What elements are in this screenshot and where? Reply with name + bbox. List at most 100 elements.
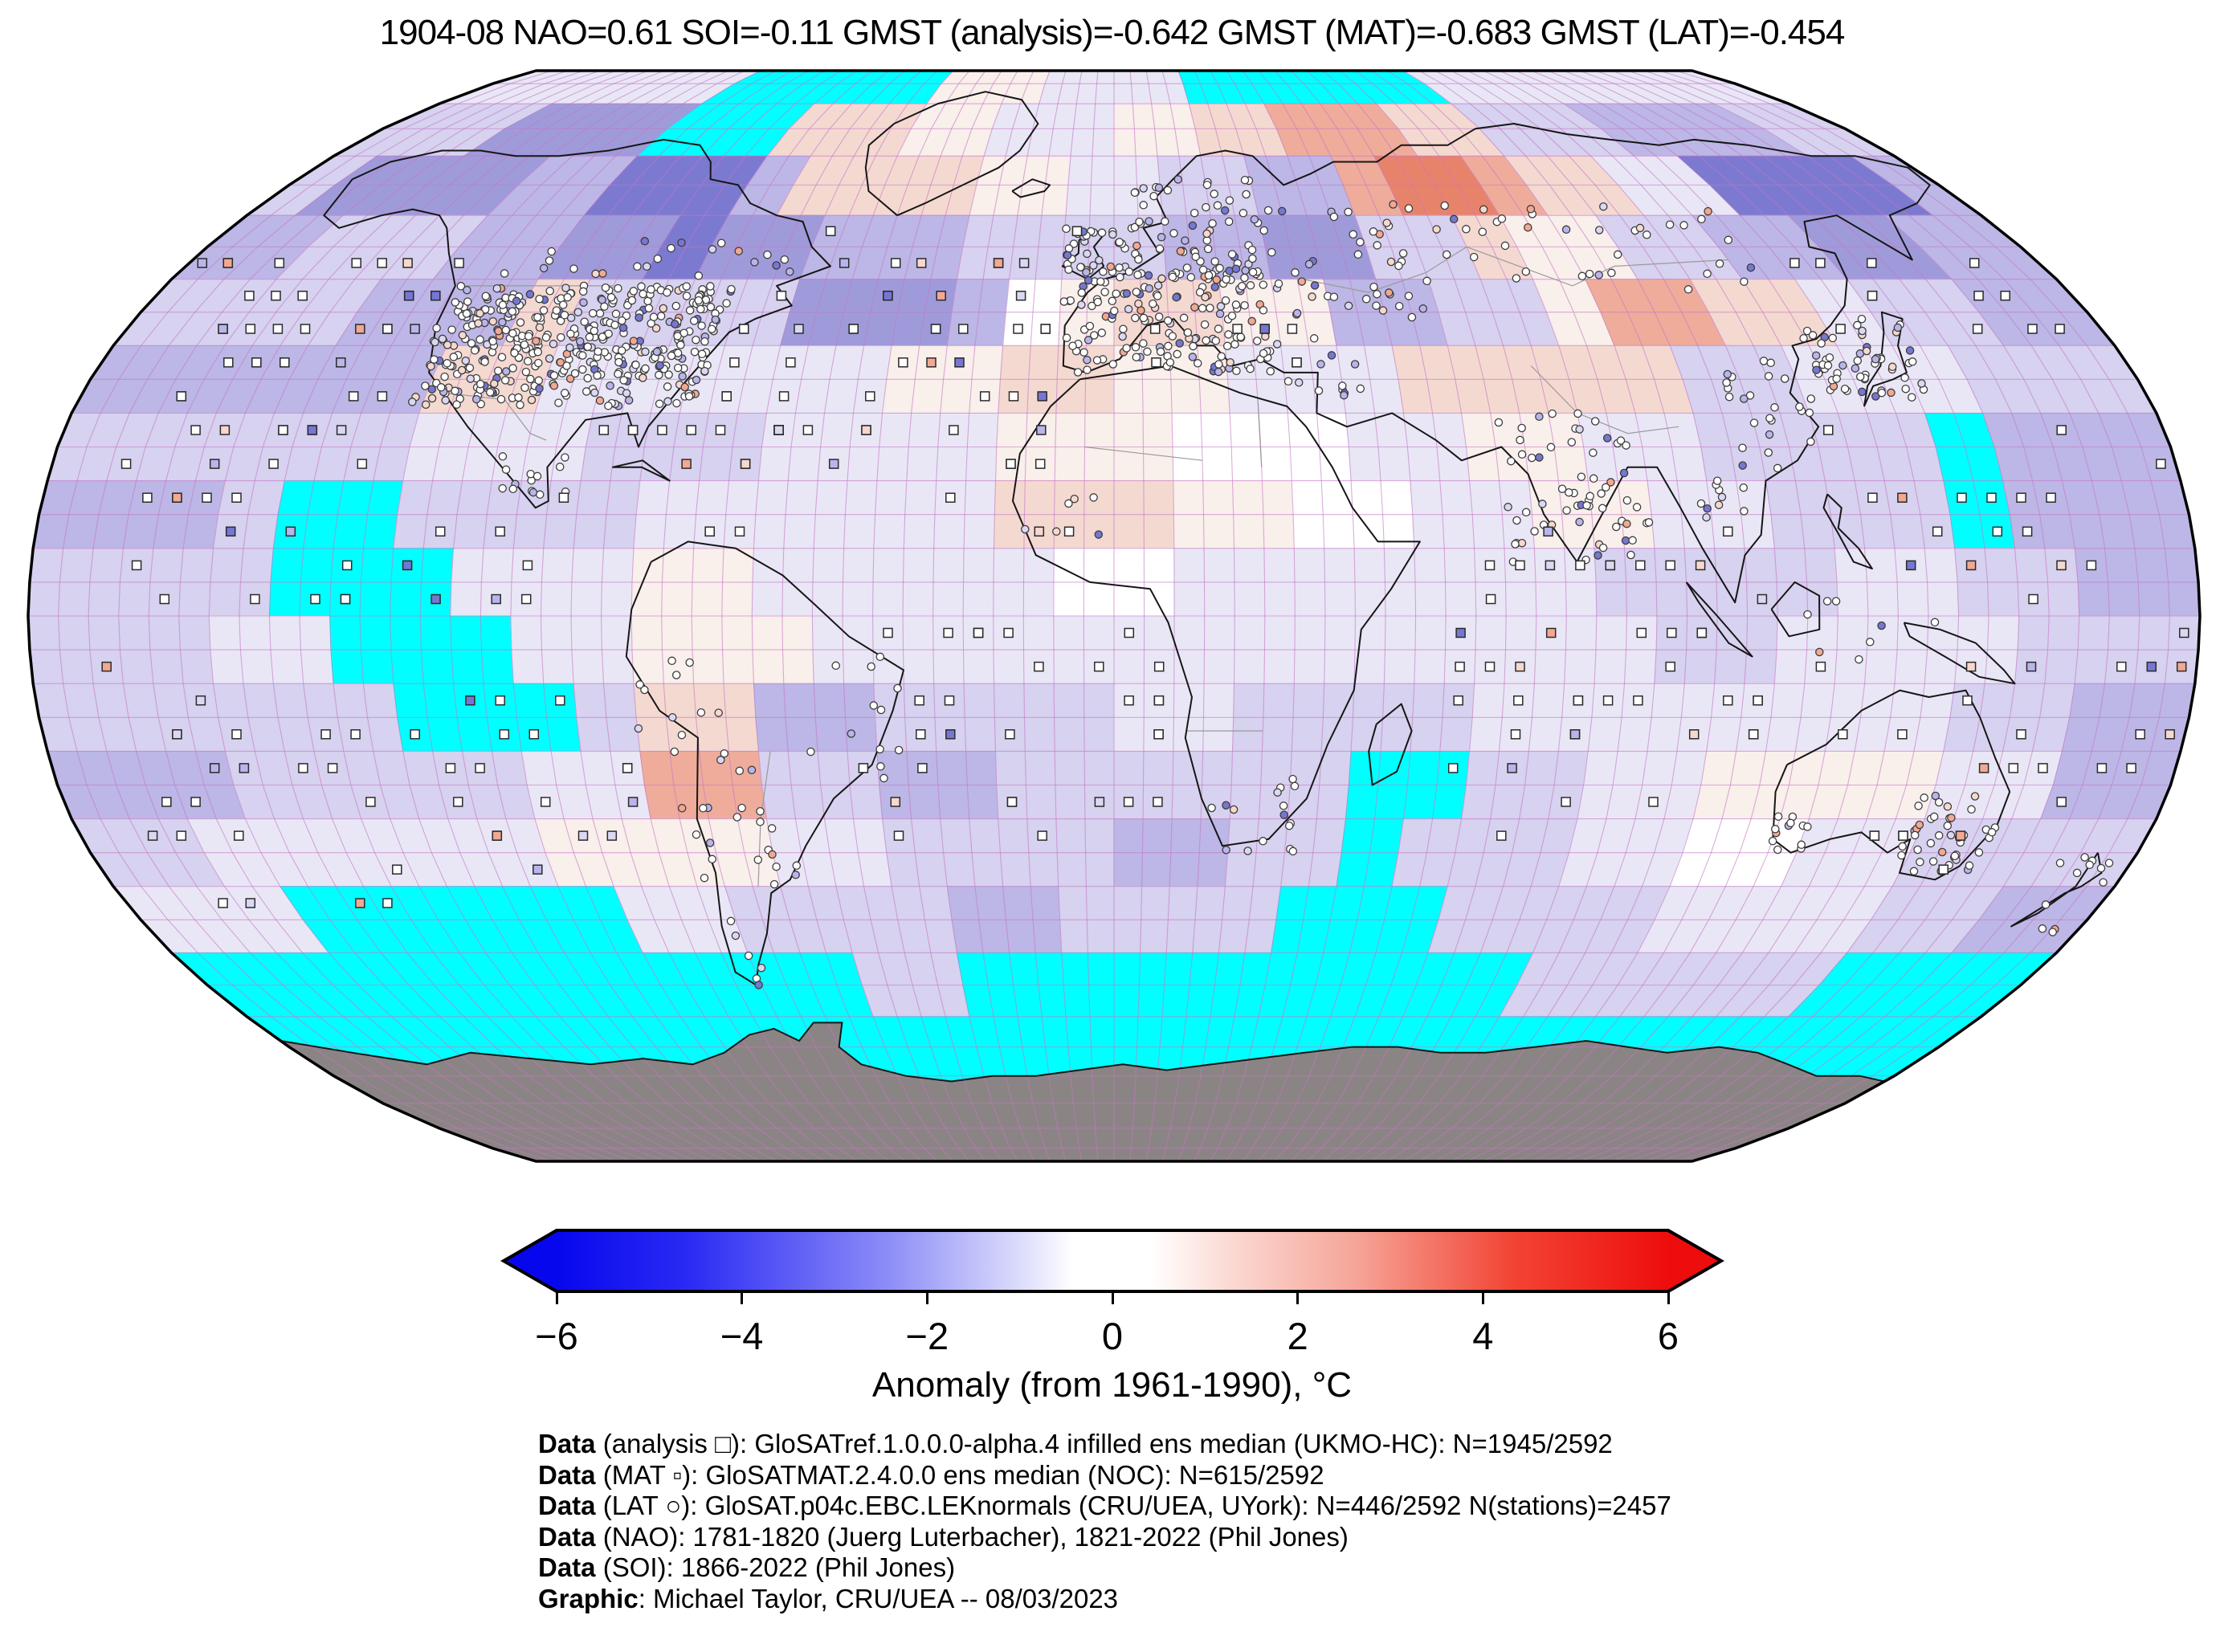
mat-marine-marker [271,290,281,301]
lat-station-marker [1097,228,1107,238]
lat-station-marker [1215,309,1225,319]
lat-station-marker [1135,217,1144,226]
lat-station-marker [1284,821,1294,830]
lat-station-marker [1722,378,1731,387]
lat-station-marker [763,250,772,259]
mat-marine-marker [101,661,112,672]
lat-station-marker [894,745,904,755]
lat-station-marker [714,708,723,717]
lat-station-marker [1512,274,1521,283]
lat-station-marker [421,400,431,410]
mat-marine-marker [627,425,639,435]
lat-station-marker [1119,324,1128,333]
coastline [1685,581,1753,658]
mat-marine-marker [142,492,153,503]
lat-station-marker [1100,288,1109,296]
lat-station-marker [545,354,554,363]
mat-marine-marker [1635,560,1646,571]
mat-marine-marker [2096,763,2108,773]
lat-station-marker [711,315,720,324]
mat-marine-marker [274,258,285,268]
lat-station-marker [1916,858,1924,867]
lat-station-marker [1073,368,1083,377]
lat-station-marker [1259,306,1268,315]
lat-station-marker [769,879,779,889]
lat-station-marker [457,365,467,375]
graticule-meridian [148,70,601,1162]
mat-marine-marker [310,593,320,605]
lat-station-marker [573,308,583,316]
graticule-meridian [540,70,810,1162]
lat-station-marker [1291,268,1300,277]
lat-station-marker [1252,337,1262,345]
mat-marine-marker [1753,695,1763,706]
mat-marine-marker [1723,526,1733,537]
mat-marine-marker [973,627,984,638]
mat-marine-marker [402,258,413,268]
lat-station-marker [1947,814,1956,822]
lat-station-marker [1934,831,1944,840]
lat-station-marker [1168,272,1177,282]
lat-station-marker [1866,638,1875,647]
mat-marine-marker [1037,830,1047,841]
lat-station-marker [1157,233,1166,242]
mat-marine-marker [1898,830,1908,841]
lat-station-marker [1089,261,1098,270]
lat-station-marker [633,262,642,271]
mat-marine-marker [298,763,308,773]
lat-station-marker [1407,312,1417,322]
lat-station-marker [1277,206,1287,216]
lat-station-marker [1585,492,1594,501]
lat-station-marker [893,683,902,693]
lat-station-marker [1577,472,1586,481]
lat-station-marker [1190,303,1199,312]
lat-station-marker [508,484,518,494]
mat-marine-marker [320,729,331,740]
lat-station-marker [583,373,592,383]
lat-station-marker [1153,292,1162,300]
lat-station-marker [1143,347,1152,357]
lat-station-marker [606,381,614,390]
mat-marine-marker [945,729,956,740]
lat-station-marker [1594,226,1604,235]
lat-station-marker [1097,328,1107,337]
lat-station-marker [1369,282,1378,292]
lat-station-marker [1901,384,1910,394]
coastline [625,540,904,986]
graticule-meridian [1611,70,2050,1162]
lat-station-marker [685,306,695,315]
lat-station-marker [1462,225,1471,234]
lat-station-marker [1469,252,1479,262]
lat-station-marker [1594,551,1602,560]
lat-station-marker [1858,387,1867,397]
mat-marine-marker [2146,661,2157,672]
lat-station-marker [1106,262,1116,271]
lat-station-marker [485,388,495,397]
lat-station-marker [1082,267,1091,277]
lat-station-marker [565,374,575,383]
lat-station-marker [639,373,647,382]
lat-station-marker [1928,857,1938,866]
lat-station-marker [1222,801,1230,810]
lat-station-marker [1740,507,1749,516]
lat-station-marker [1220,206,1230,215]
lat-station-marker [555,463,565,471]
map-outline [27,69,2202,1163]
lat-station-marker [869,701,879,710]
mat-marine-marker [1569,729,1581,740]
lat-station-marker [1517,538,1527,548]
mat-marine-marker [172,492,182,503]
lat-station-marker [1208,218,1217,228]
lat-station-marker [1288,846,1298,856]
mat-marine-marker [1153,661,1165,672]
lat-station-marker [1546,443,1556,452]
mat-marine-marker [1838,729,1848,740]
graticule-meridian [1177,70,1235,1162]
graticule-meridian [1402,70,1658,1162]
lat-station-marker [1934,797,1944,807]
lat-station-marker [641,364,650,373]
colorbar-tick [555,1291,558,1304]
mat-marine-marker [1957,492,1967,503]
graticule-meridian [993,70,1051,1162]
lat-station-marker [562,361,571,370]
